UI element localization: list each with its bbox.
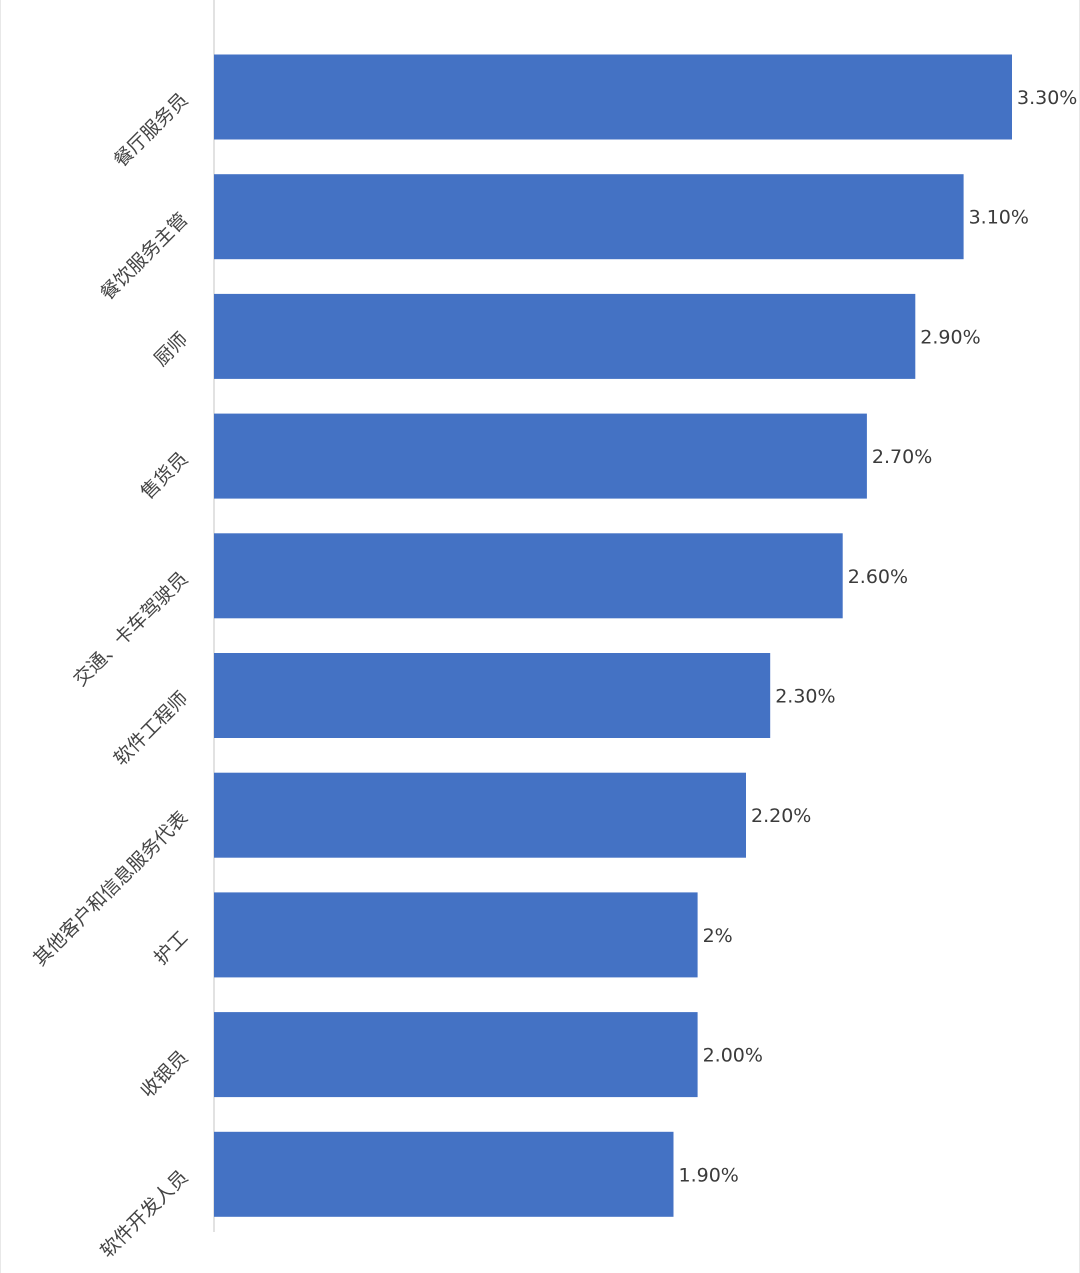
data-label: 2% bbox=[703, 925, 733, 947]
category-label: 厨师 bbox=[150, 328, 192, 370]
category-labels-group: 餐厅服务员餐饮服务主管厨师售货员交通、卡车驾驶员软件工程师其他客户和信息服务代表… bbox=[29, 89, 192, 1262]
bar bbox=[214, 174, 964, 260]
data-label: 3.10% bbox=[969, 207, 1029, 229]
bar bbox=[214, 892, 698, 978]
bars-group bbox=[214, 54, 1012, 1217]
category-label: 软件开发人员 bbox=[96, 1166, 192, 1262]
data-label: 2.60% bbox=[848, 566, 908, 588]
data-label: 2.00% bbox=[703, 1045, 763, 1067]
data-label: 1.90% bbox=[679, 1164, 739, 1186]
data-label: 2.90% bbox=[920, 326, 980, 348]
data-labels-group: 3.30% 3.10% 2.90% 2.70% 2.60% 2.30% 2.20% 2% 2.0… bbox=[679, 87, 1078, 1186]
bar bbox=[214, 1131, 674, 1217]
category-label: 餐饮服务主管 bbox=[96, 209, 192, 305]
bar bbox=[214, 413, 867, 499]
bar bbox=[214, 54, 1012, 140]
category-label: 交通、卡车驾驶员 bbox=[69, 568, 192, 691]
category-label: 餐厅服务员 bbox=[110, 89, 193, 172]
category-label: 收银员 bbox=[137, 1046, 193, 1102]
bar bbox=[214, 772, 746, 858]
category-label: 软件工程师 bbox=[110, 687, 193, 770]
category-label: 护工 bbox=[150, 927, 192, 969]
data-label: 3.30% bbox=[1017, 87, 1077, 109]
data-label: 2.30% bbox=[775, 686, 835, 708]
bar bbox=[214, 533, 843, 619]
data-label: 2.20% bbox=[751, 805, 811, 827]
category-label: 售货员 bbox=[137, 448, 193, 504]
data-label: 2.70% bbox=[872, 446, 932, 468]
bar bbox=[214, 293, 916, 379]
bar bbox=[214, 653, 771, 738]
bar bbox=[214, 1012, 698, 1098]
